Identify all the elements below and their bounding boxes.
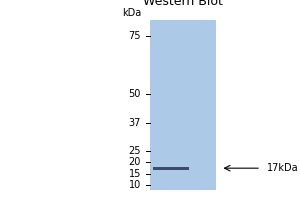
Text: 50: 50: [129, 89, 141, 99]
Text: 15: 15: [129, 169, 141, 179]
Bar: [153, 167, 189, 170]
Text: 20: 20: [129, 157, 141, 167]
Text: Western Blot: Western Blot: [143, 0, 223, 8]
Text: kDa: kDa: [122, 8, 141, 18]
Text: 37: 37: [129, 118, 141, 128]
Text: 17kDa: 17kDa: [267, 163, 298, 173]
Text: 75: 75: [128, 31, 141, 41]
Bar: [150, 20, 216, 190]
Text: 25: 25: [128, 146, 141, 156]
Text: 10: 10: [129, 180, 141, 190]
